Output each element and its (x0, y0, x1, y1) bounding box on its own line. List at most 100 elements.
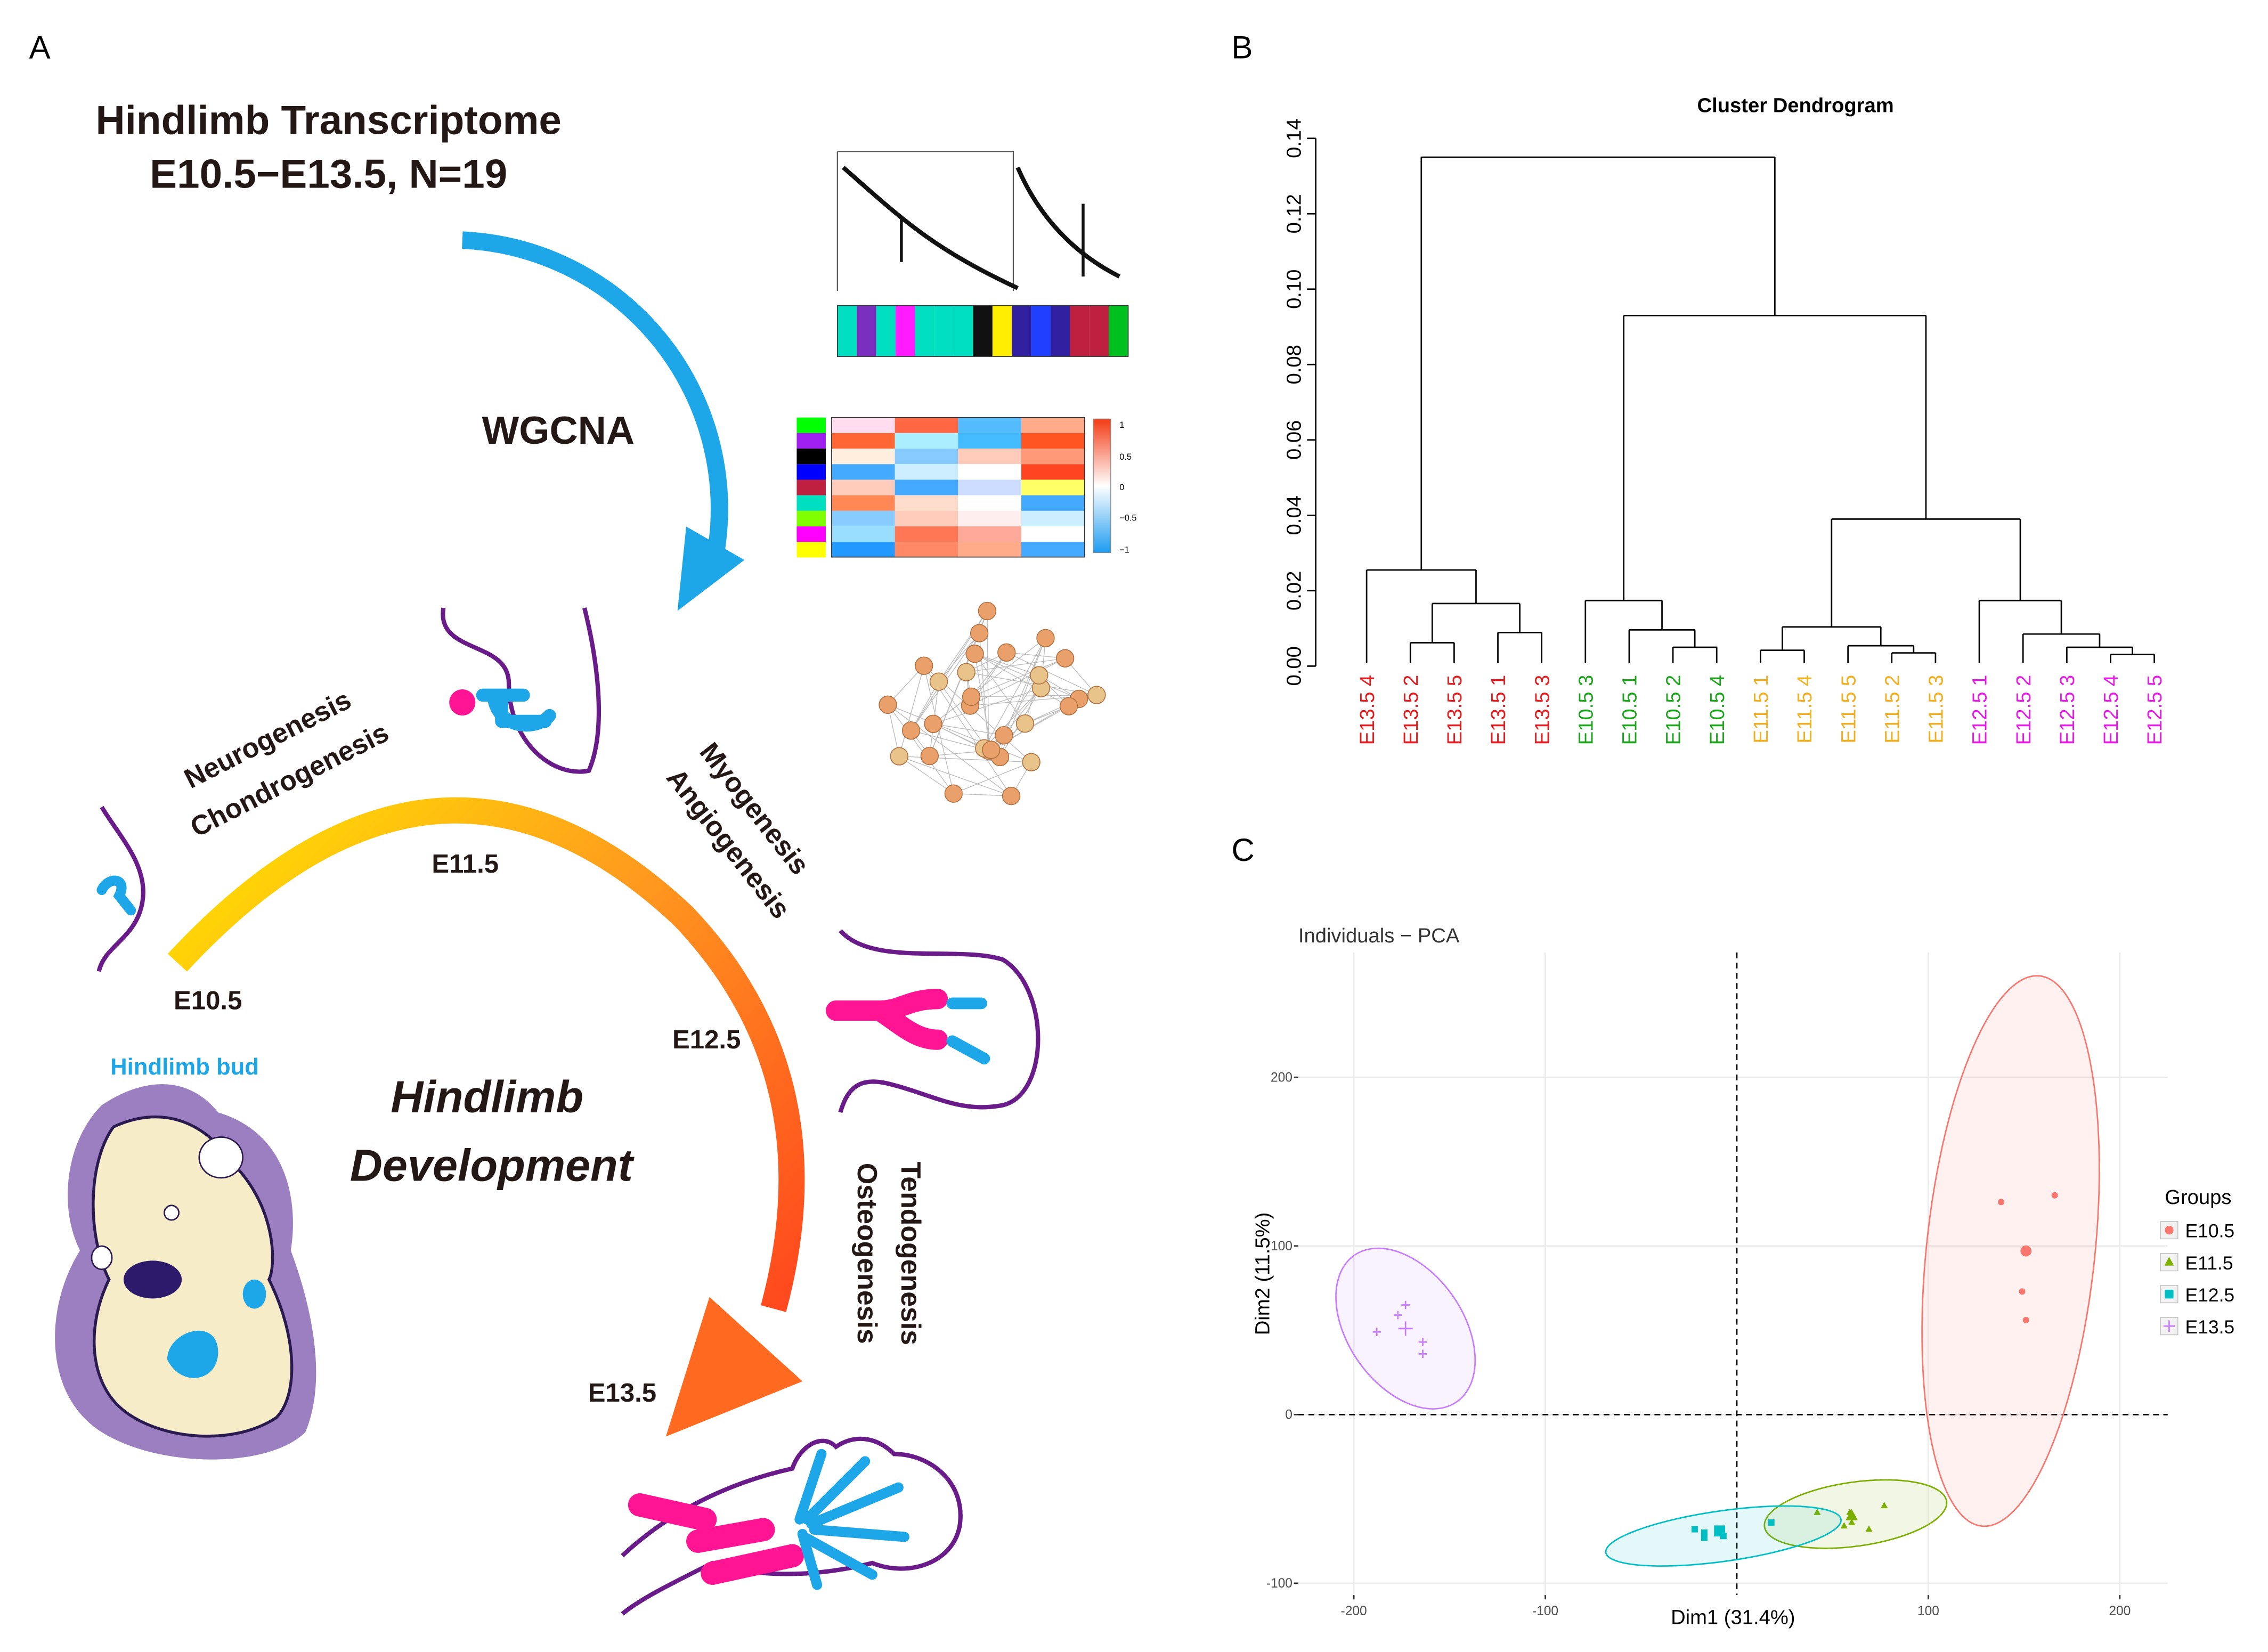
x-tick-label: 200 (2109, 1604, 2131, 1618)
legend-key (2160, 1221, 2178, 1240)
heat-cell (1021, 464, 1085, 480)
module-bar (973, 305, 993, 357)
merge (2066, 646, 2133, 663)
node (1022, 753, 1040, 771)
module-bar (1109, 305, 1128, 357)
leaf-label: E13.5 3 (1531, 675, 1554, 745)
limb-outline (838, 929, 1040, 1113)
edge (1006, 652, 1097, 696)
module-frame (836, 305, 1129, 357)
chart-title: Individuals − PCA (1298, 924, 1460, 947)
legend-key (2160, 1253, 2178, 1272)
heat-cell (895, 464, 958, 480)
edge (933, 638, 1046, 725)
diagram-title: Hindlimb Transcriptome (96, 98, 562, 143)
bone (825, 989, 948, 1050)
x-tick-label: -100 (1532, 1604, 1558, 1618)
leaf-label: E10.5 4 (1706, 675, 1729, 745)
heat-cell (958, 542, 1022, 558)
y-tick-label: 0.08 (1282, 345, 1305, 384)
leaf-label: E13.5 4 (1356, 675, 1379, 745)
hindlimb-bud (167, 1330, 218, 1378)
thumb-frame (836, 151, 1014, 291)
edge (933, 723, 1004, 736)
leaf-label: E10.5 2 (1662, 675, 1685, 745)
stage-label: E11.5 (432, 850, 499, 878)
point (1401, 1300, 1410, 1309)
leaf-label: E12.5 3 (2056, 675, 2079, 745)
merge (1420, 156, 1776, 570)
heat-cell (831, 510, 895, 527)
point (2019, 1288, 2026, 1295)
module-bar (1051, 305, 1070, 357)
thumb-branch (842, 166, 1019, 290)
point (1691, 1526, 1698, 1533)
node (929, 672, 948, 691)
leaf-label: E11.5 1 (1750, 675, 1773, 744)
heat-cell (1021, 479, 1085, 495)
y-tick-label: 0.06 (1282, 420, 1305, 460)
y-tick-label: 0 (1285, 1408, 1292, 1422)
legend-marker (2165, 1290, 2174, 1299)
network-thumbnail (879, 601, 1106, 805)
centroid (1398, 1321, 1413, 1336)
leaf-label: E13.5 5 (1443, 675, 1466, 745)
edge (971, 652, 1007, 697)
y-tick-label: 0.14 (1282, 119, 1305, 158)
heat-cell (1021, 433, 1085, 449)
center-label: Hindlimb (391, 1071, 583, 1122)
edge (974, 653, 1026, 724)
centroid (1846, 1509, 1858, 1520)
merge (2022, 633, 2101, 663)
module-bar (837, 305, 857, 357)
merge (1891, 652, 1937, 663)
point (1814, 1508, 1821, 1515)
leaf-label: E12.5 4 (2100, 675, 2123, 745)
scale-label: 0 (1119, 483, 1124, 492)
bone (449, 689, 476, 716)
node (965, 645, 984, 663)
leaf-label: E13.5 2 (1400, 675, 1422, 745)
heart (123, 1260, 182, 1299)
thumb-branch (900, 204, 1085, 276)
y-tick-label: 0.12 (1282, 194, 1305, 233)
node (944, 784, 963, 803)
cartilage (476, 688, 556, 732)
scale-label: 0.5 (1119, 452, 1132, 462)
edge (970, 658, 1066, 706)
module-tab (796, 479, 826, 495)
y-tick-label: 100 (1271, 1239, 1292, 1254)
module-tab (796, 449, 826, 465)
node (995, 726, 1013, 745)
module-bar (992, 305, 1012, 357)
limb-outline (621, 1436, 963, 1616)
cartilage (946, 997, 990, 1065)
heat-cell (1021, 526, 1085, 542)
node (957, 663, 976, 681)
edge (983, 638, 1046, 749)
module-bar (876, 305, 896, 357)
module-bar (915, 305, 934, 357)
merge (1978, 599, 2062, 663)
legend-label: E11.5 (2185, 1252, 2233, 1274)
forelimb-bud (242, 1279, 266, 1309)
node (1015, 714, 1035, 733)
heat-cell (895, 417, 958, 433)
merge (2110, 654, 2155, 663)
heat-cell (958, 510, 1022, 527)
leaf-label: E13.5 1 (1487, 675, 1510, 745)
node (924, 714, 942, 733)
point (1840, 1522, 1848, 1529)
edge (974, 653, 1069, 707)
scale-label: 1 (1119, 420, 1124, 430)
node (1059, 697, 1078, 715)
edge (899, 755, 1031, 763)
bone (628, 1493, 804, 1585)
module-bar (954, 305, 973, 357)
module-tab (796, 542, 826, 558)
module-bar (1070, 305, 1090, 357)
heat-cell (831, 464, 895, 480)
module-bar (1031, 305, 1051, 357)
node (978, 601, 997, 621)
